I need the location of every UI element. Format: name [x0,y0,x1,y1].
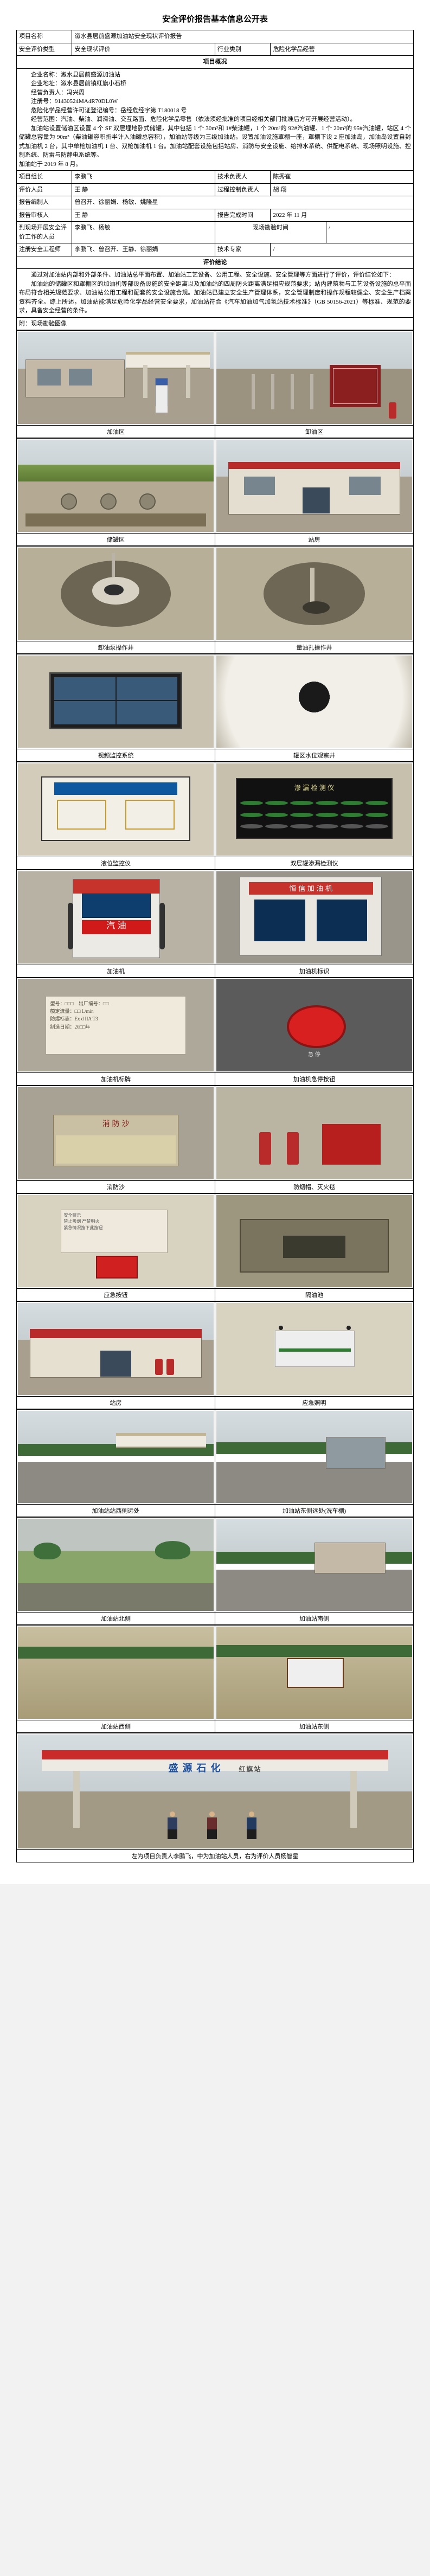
caption: 站房 [215,534,414,546]
value: 李鹏飞、曾召开、王静、徐丽娟 [72,243,215,256]
photo-pump-id: 恒 信 加 油 机 [215,870,414,965]
caption: 防烟帽、灭火毯 [215,1181,414,1193]
subbrand-text: 红旗站 [239,1765,261,1773]
value: 李鹏飞 [72,171,215,184]
ov-line: 企业名称：溆水县居前盛源加油站 [19,70,411,80]
ov-line: 注册号：91430524MA4R70DL0W [19,97,411,106]
value: 溆水县居前盛源加油站安全现状评价报告 [72,30,414,43]
label: 行业类别 [215,43,271,56]
photo-house2 [16,1301,215,1397]
caption: 消防沙 [16,1181,215,1193]
caption: 量油孔操作井 [215,641,414,654]
label: 技术负责人 [215,171,271,184]
caption: 加油机标牌 [16,1073,215,1085]
photo-west-far [16,1409,215,1505]
photo-estop: 急 停 [215,978,414,1073]
value: 王 静 [72,209,215,222]
label: 报告审核人 [17,209,72,222]
value: 安全现状评价 [72,43,215,56]
caption: 视频监控系统 [16,749,215,762]
value: / [271,243,414,256]
overview-body: 企业名称：溆水县居前盛源加油站 企业地址：溆水县居前镇红旗小石桥 经营负责人：冯… [17,68,414,171]
value: 危险化学品经营 [271,43,414,56]
caption: 加油区 [16,426,215,438]
photo-fuel-area [16,330,215,426]
photo-leak-detector: 渗 漏 检 测 仪 [215,762,414,857]
photo-tank-area [16,438,215,534]
photo-fire-kit [215,1085,414,1181]
caption: 加油站南侧 [215,1613,414,1625]
caption: 加油机急停按钮 [215,1073,414,1085]
photo-em-light [215,1301,414,1397]
photo-unload-area [215,330,414,426]
ov-line: 加油站于 2019 年 8 月。 [19,160,411,169]
photo-north [16,1517,215,1613]
caption: 隔油池 [215,1289,414,1301]
ov-line: 企业地址：溆水县居前镇红旗小石桥 [19,79,411,88]
section-overview: 项目概况 [17,56,414,69]
label: 到现场开展安全评价工作的人员 [17,222,72,243]
ov-line: 经营范围：汽油、柴油、润滑油、交互路面、危险化学品零售（依法须经批准的项目经相关… [19,115,411,124]
caption: 罐区水位观察井 [215,749,414,762]
photo-alarm-btn: 安全警示禁止吸烟 严禁明火紧急情况按下此按钮 [16,1193,215,1289]
ov-line: 加油站设置储油区设置 4 个 SF 双层埋地卧式储罐，其中包括 1 个 30m³… [19,124,411,160]
caption: 加油站站西侧远处 [16,1505,215,1517]
caption: 加油站东侧 [215,1720,414,1733]
label: 技术专家 [215,243,271,256]
photo-east-far [215,1409,414,1505]
caption: 卸油区 [215,426,414,438]
caption: 应急按钮 [16,1289,215,1301]
brand-text: 盛源石化 [168,1763,224,1774]
label: 评价人员 [17,183,72,196]
label: 项目组长 [17,171,72,184]
photo-station-house [215,438,414,534]
caption: 站房 [16,1397,215,1409]
photo-west [16,1625,215,1720]
value: 李鹏飞、杨敏 [72,222,215,243]
photo-oil-trap [215,1193,414,1289]
caption: 加油机标识 [215,965,414,978]
value: / [326,222,413,243]
label: 过程控制负责人 [215,183,271,196]
photo-people: 盛源石化 红旗站 [16,1733,414,1850]
label: 项目名称 [17,30,72,43]
caption: 加油站西侧 [16,1720,215,1733]
photo-sand: 消 防 沙 [16,1085,215,1181]
label: 报告编制人 [17,196,72,209]
caption: 加油机 [16,965,215,978]
label: 安全评价类型 [17,43,72,56]
photo-pump-well [16,546,215,641]
caption: 卸油泵操作井 [16,641,215,654]
photo-level-gauge [16,762,215,857]
conclusion-body: 通过对加油站内部和外部条件、加油站总平面布置、加油站工艺设备、公用工程、安全设施… [17,269,414,318]
photo-south [215,1517,414,1613]
ov-line: 危险化学品经营许可证登记编号：岳经危经字第 T180018 号 [19,106,411,115]
value: 2022 年 11 月 [271,209,414,222]
attach-head: 附：现场勘验图像 [17,317,414,330]
photo-pump-close: 汽 油 [16,870,215,965]
photo-gauge-well [215,546,414,641]
photo-east [215,1625,414,1720]
photo-nameplate: 型号：□□□ 出厂编号：□□额定流量：□□ L/min防爆标志：Ex d IIA… [16,978,215,1073]
photo-cctv [16,654,215,749]
ov-line: 经营负责人：冯兴周 [19,88,411,98]
label: 注册安全工程师 [17,243,72,256]
caption: 液位监控仪 [16,857,215,870]
header-table: 项目名称 溆水县居前盛源加油站安全现状评价报告 安全评价类型 安全现状评价 行业… [16,30,414,330]
caption: 应急照明 [215,1397,414,1409]
value: 胡 翔 [271,183,414,196]
value: 曾召开、徐丽娟、杨敏、姚隆星 [72,196,414,209]
caption: 加油站北侧 [16,1613,215,1625]
caption: 加油站东侧远处(洗车棚) [215,1505,414,1517]
photo-water-well [215,654,414,749]
label: 现场勘验时间 [215,222,326,243]
label: 报告完成时间 [215,209,271,222]
value: 王 静 [72,183,215,196]
section-conclusion: 评价结论 [17,256,414,269]
caption-final: 左为项目负责人李鹏飞，中为加油站人员，右为评价人员杨智星 [16,1850,414,1862]
caption: 储罐区 [16,534,215,546]
caption: 双层罐渗漏检测仪 [215,857,414,870]
value: 陈秀崔 [271,171,414,184]
page-title: 安全评价报告基本信息公开表 [16,13,414,24]
